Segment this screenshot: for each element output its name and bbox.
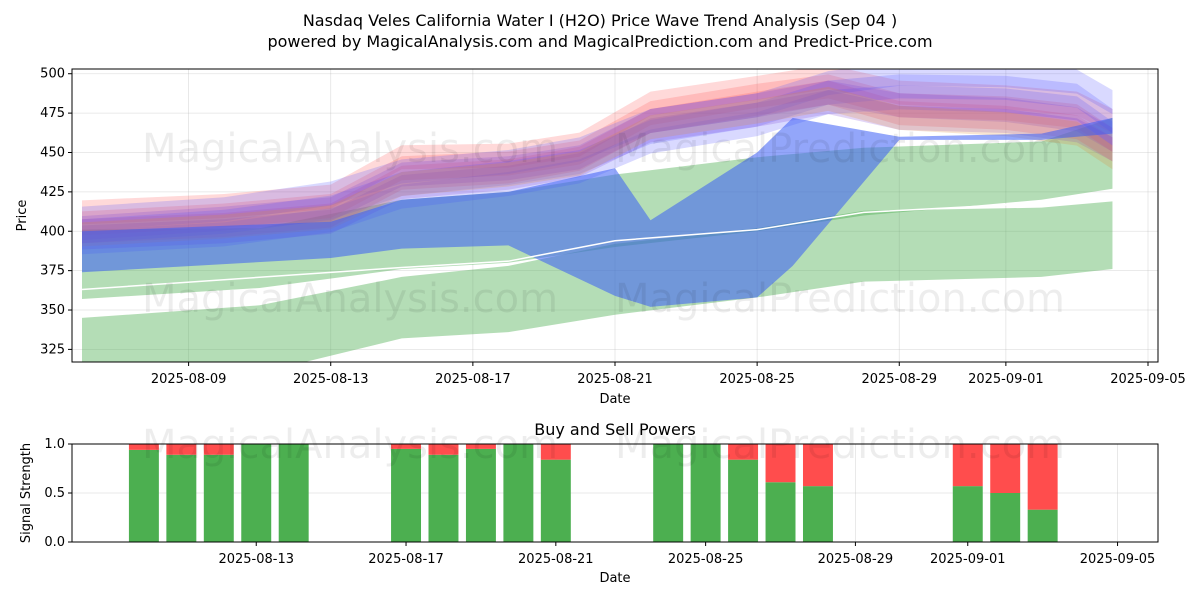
x-tick-label: 2025-08-13 xyxy=(218,552,294,567)
x-axis-label: Date xyxy=(599,392,630,407)
buy-bar xyxy=(465,448,496,542)
orange-wave-1 xyxy=(82,86,1113,247)
red-wave-1 xyxy=(82,69,1113,225)
buy-bar xyxy=(166,454,197,542)
watermark-text: MagicalAnalysis.com xyxy=(142,126,558,172)
red-wave-2 xyxy=(82,74,1113,236)
y-tick-label: 425 xyxy=(40,185,65,200)
buy-bar xyxy=(241,444,272,542)
buy-bar xyxy=(952,486,983,542)
x-tick-label: 2025-09-01 xyxy=(968,372,1044,387)
watermark-text: MagicalPrediction.com xyxy=(615,276,1065,322)
buy-bar xyxy=(690,444,721,542)
buy-bar xyxy=(728,459,759,542)
x-tick-label: 2025-08-13 xyxy=(293,372,369,387)
y-tick-label: 350 xyxy=(40,303,65,318)
x-tick-label: 2025-08-29 xyxy=(818,552,894,567)
x-tick-label: 2025-08-09 xyxy=(151,372,227,387)
chart-title: Nasdaq Veles California Water I (H2O) Pr… xyxy=(303,11,897,30)
buy-bar xyxy=(128,449,159,542)
y-tick-label: 400 xyxy=(40,224,65,239)
x-axis-label: Date xyxy=(599,571,630,586)
chart-subtitle: powered by MagicalAnalysis.com and Magic… xyxy=(267,32,932,51)
sell-bar xyxy=(540,444,571,460)
plot-area xyxy=(81,69,1113,362)
sell-bar xyxy=(990,444,1021,493)
signal-chart-title: Buy and Sell Powers xyxy=(534,420,696,439)
y-tick-label: 0.5 xyxy=(44,486,65,501)
buy-bar xyxy=(278,444,309,542)
white-trend-line xyxy=(81,195,1113,291)
y-axis-label: Price xyxy=(15,200,30,232)
watermark-text: MagicalPrediction.com xyxy=(615,422,1065,468)
buy-bar xyxy=(428,454,459,542)
y-tick-label: 500 xyxy=(40,67,65,82)
signal-chart: MagicalAnalysis.com MagicalPrediction.com… xyxy=(19,420,1159,586)
y-tick-label: 375 xyxy=(40,264,65,279)
sell-bar xyxy=(428,444,459,455)
buy-bar xyxy=(802,486,833,542)
watermark-text: MagicalAnalysis.com xyxy=(142,276,558,322)
blue-trend-band xyxy=(82,117,1113,307)
buy-bar xyxy=(990,493,1021,542)
price-chart: MagicalAnalysis.com MagicalPrediction.com… xyxy=(15,67,1186,407)
x-tick-label: 2025-08-29 xyxy=(861,372,937,387)
x-tick-label: 2025-08-21 xyxy=(518,552,594,567)
sell-bar xyxy=(465,444,496,449)
x-tick-label: 2025-09-01 xyxy=(930,552,1006,567)
y-axis-label: Signal Strength xyxy=(19,443,34,543)
sell-bar xyxy=(802,444,833,487)
buy-bar xyxy=(653,444,684,542)
sell-bar xyxy=(952,444,983,487)
blue-wave-2 xyxy=(82,74,1113,244)
y-tick-label: 450 xyxy=(40,145,65,160)
y-tick-label: 325 xyxy=(40,342,65,357)
y-tick-label: 1.0 xyxy=(44,437,65,452)
x-tick-label: 2025-09-05 xyxy=(1080,552,1156,567)
x-tick-label: 2025-08-25 xyxy=(719,372,795,387)
buy-bar xyxy=(391,448,422,542)
sell-bar xyxy=(765,444,796,483)
watermark-text: MagicalAnalysis.com xyxy=(142,422,558,468)
buy-bar xyxy=(503,444,534,542)
y-tick-label: 0.0 xyxy=(44,535,65,550)
buy-bar xyxy=(765,482,796,542)
blue-wave-1 xyxy=(82,69,1113,231)
bar-area xyxy=(128,444,1058,542)
blue-wave-3 xyxy=(82,85,1113,255)
watermark-text: MagicalPrediction.com xyxy=(615,126,1065,172)
sell-bar xyxy=(728,444,759,460)
purple-wave-1 xyxy=(82,80,1113,241)
x-tick-label: 2025-08-17 xyxy=(368,552,444,567)
buy-bar xyxy=(203,454,234,542)
sell-bar xyxy=(1027,444,1058,510)
y-tick-label: 475 xyxy=(40,106,65,121)
red-wave-3 xyxy=(82,80,1113,244)
x-tick-label: 2025-09-05 xyxy=(1110,372,1186,387)
buy-bar xyxy=(540,459,571,542)
sell-bar xyxy=(391,444,422,449)
sell-bar xyxy=(203,444,234,455)
sell-bar xyxy=(166,444,197,455)
buy-bar xyxy=(1027,509,1058,542)
x-tick-label: 2025-08-17 xyxy=(435,372,511,387)
sell-bar xyxy=(128,444,159,450)
x-tick-label: 2025-08-25 xyxy=(668,552,744,567)
purple-wave-2 xyxy=(82,90,1113,250)
x-tick-label: 2025-08-21 xyxy=(577,372,653,387)
